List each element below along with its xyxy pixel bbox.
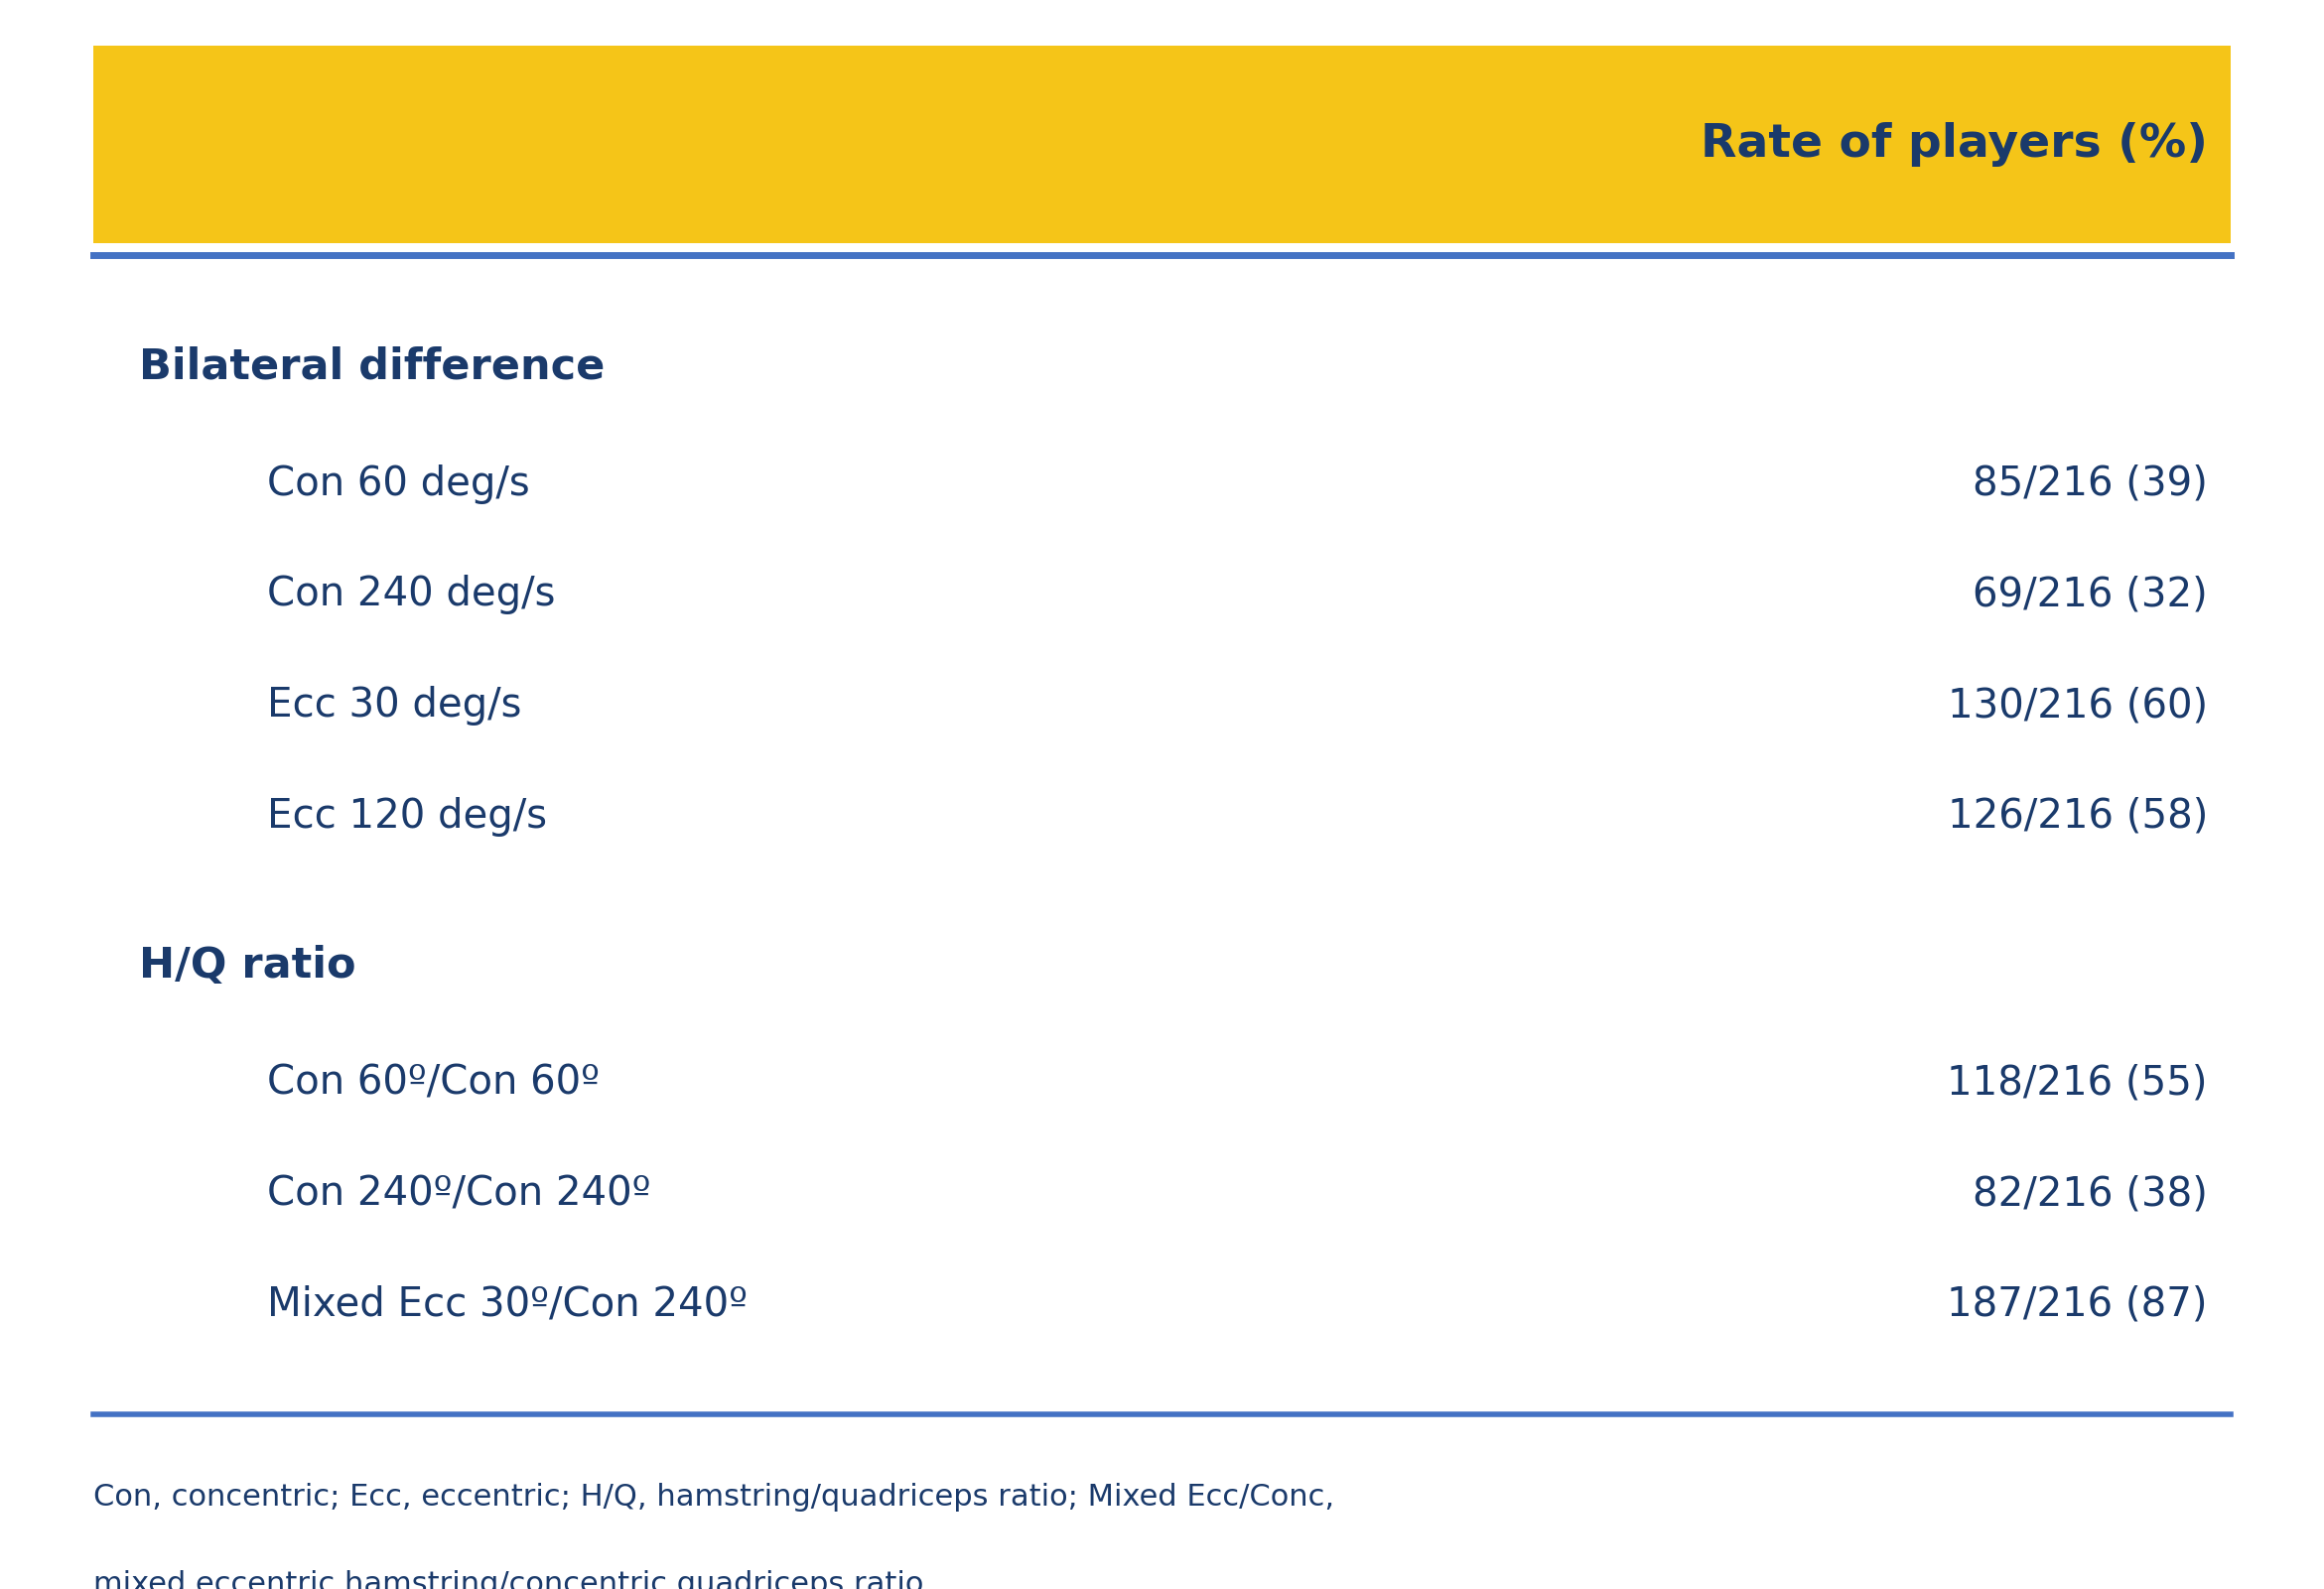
Text: Ecc 120 deg/s: Ecc 120 deg/s <box>267 796 548 836</box>
Bar <box>93 46 2231 243</box>
Text: Ecc 30 deg/s: Ecc 30 deg/s <box>267 686 523 726</box>
Text: mixed eccentric hamstring/concentric quadriceps ratio.: mixed eccentric hamstring/concentric qua… <box>93 1570 932 1589</box>
Text: Con 240º/Con 240º: Con 240º/Con 240º <box>267 1174 651 1214</box>
Text: Con 240 deg/s: Con 240 deg/s <box>267 575 555 615</box>
Text: Con 60º/Con 60º: Con 60º/Con 60º <box>267 1063 600 1103</box>
Text: Bilateral difference: Bilateral difference <box>139 346 607 388</box>
Text: Rate of players (%): Rate of players (%) <box>1701 122 2208 167</box>
Text: 85/216 (39): 85/216 (39) <box>1973 464 2208 504</box>
Text: 69/216 (32): 69/216 (32) <box>1973 575 2208 615</box>
Text: 126/216 (58): 126/216 (58) <box>1948 796 2208 836</box>
Text: H/Q ratio: H/Q ratio <box>139 945 356 987</box>
Text: Con 60 deg/s: Con 60 deg/s <box>267 464 530 504</box>
Text: 187/216 (87): 187/216 (87) <box>1948 1286 2208 1325</box>
Text: Mixed Ecc 30º/Con 240º: Mixed Ecc 30º/Con 240º <box>267 1286 748 1325</box>
Text: Con, concentric; Ecc, eccentric; H/Q, hamstring/quadriceps ratio; Mixed Ecc/Conc: Con, concentric; Ecc, eccentric; H/Q, ha… <box>93 1483 1334 1511</box>
Text: 82/216 (38): 82/216 (38) <box>1973 1174 2208 1214</box>
Text: 118/216 (55): 118/216 (55) <box>1948 1063 2208 1103</box>
Text: 130/216 (60): 130/216 (60) <box>1948 686 2208 726</box>
